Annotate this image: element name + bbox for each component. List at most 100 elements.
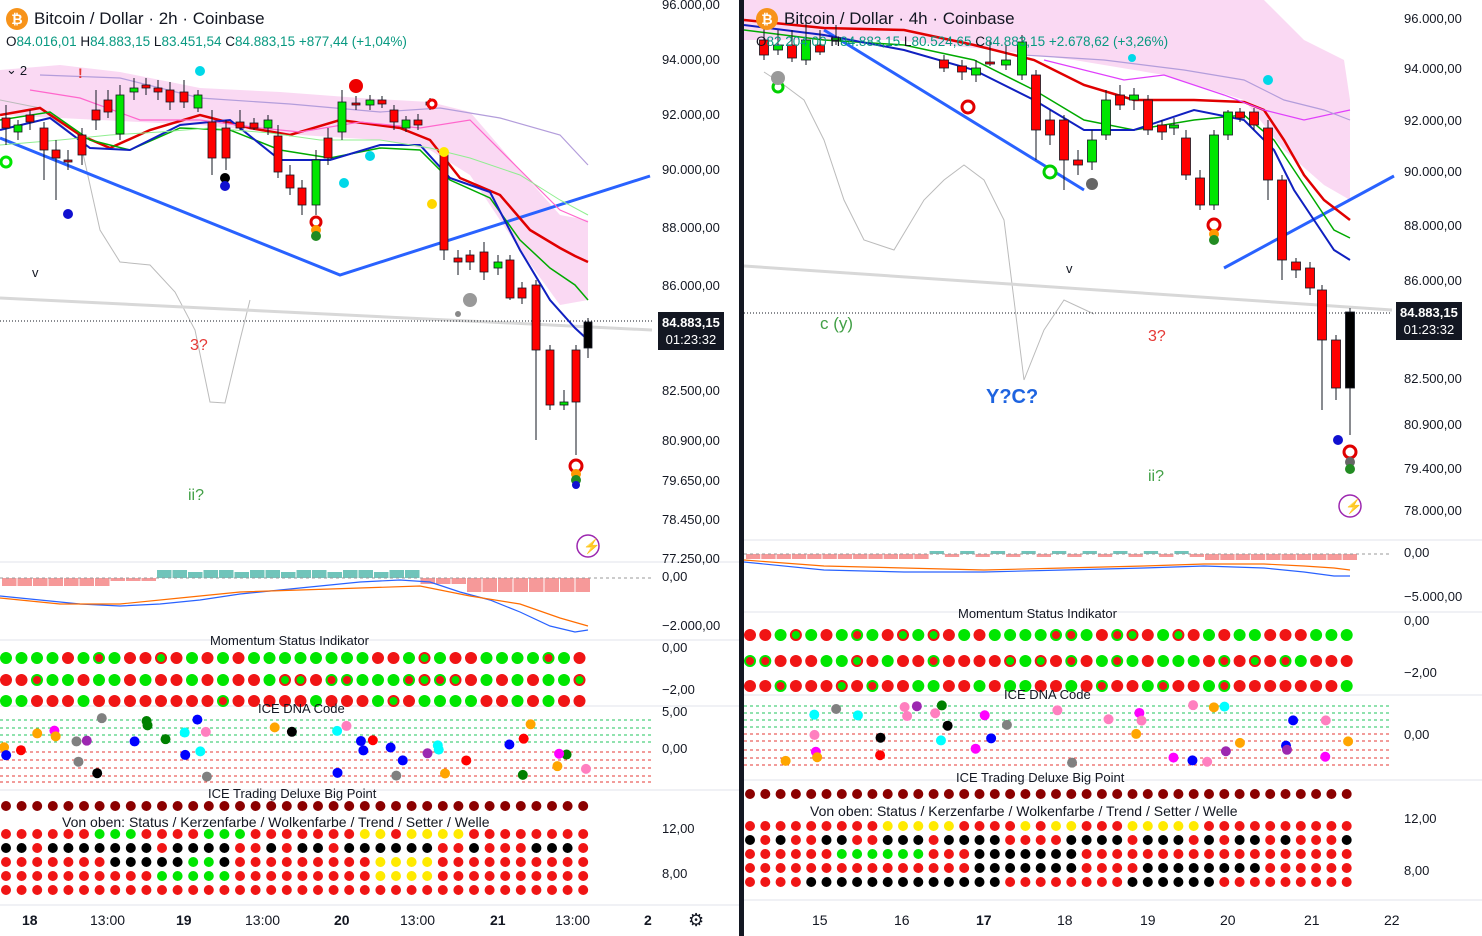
macd-histogram-bar (837, 554, 853, 559)
settings-gear-icon[interactable]: ⚙ (688, 910, 705, 930)
candle-body (51, 149, 61, 159)
momentum-dot (325, 695, 338, 707)
status-grid-dot (406, 843, 417, 853)
status-grid-dot (959, 821, 970, 831)
status-grid-dot (1142, 863, 1153, 873)
price-axis-label: 92.000,00 (1404, 113, 1462, 128)
status-grid-dot (882, 849, 893, 859)
dna-dot (1202, 756, 1213, 767)
candle-body (531, 284, 541, 351)
momentum-dot (1325, 629, 1338, 641)
left-symbol-title[interactable]: Bitcoin / Dollar · 2h · Coinbase (34, 9, 265, 28)
status-grid-dot (1127, 849, 1138, 859)
status-grid-dot (943, 877, 954, 887)
momentum-dot (805, 655, 818, 667)
indicators-toggle[interactable]: ⌄ 2 (6, 62, 27, 78)
bitcoin-icon: ₿ (6, 8, 28, 30)
momentum-dot (1111, 680, 1124, 692)
macd-histogram-bar (1128, 554, 1143, 557)
trendline (0, 136, 651, 277)
momentum-dot (263, 674, 276, 686)
momentum-dot (434, 674, 446, 686)
status-grid-dot (391, 829, 401, 839)
status-grid-dot (1096, 821, 1107, 831)
macd-histogram-bar (172, 570, 187, 578)
macd-histogram-bar (374, 572, 389, 578)
momentum-dot (1248, 629, 1261, 641)
price-axis-label: 78.450,00 (662, 512, 720, 527)
momentum-dot (866, 655, 879, 667)
right-ohlc: O82.204,00 H84.883,15 L80.524,65 C84.883… (756, 34, 1169, 49)
status-grid-dot (1280, 877, 1291, 887)
time-axis-label: 21 (1304, 912, 1320, 928)
bigpoint-dot (1234, 789, 1245, 799)
right-chart-canvas[interactable]: c (y) Y?C? 3? ii? v ⚡ (744, 0, 1482, 936)
status-grid-dot (328, 885, 339, 895)
momentum-dot (279, 695, 291, 707)
momentum-dot (496, 674, 508, 686)
bigpoint-dot (1096, 789, 1107, 799)
status-grid-dot (531, 843, 542, 853)
momentum-dot (108, 695, 121, 707)
status-grid-dot (422, 857, 433, 867)
status-grid-dot (94, 857, 105, 867)
bigpoint-dot (562, 801, 573, 811)
status-grid-dot (1035, 849, 1046, 859)
panel-divider[interactable] (739, 0, 744, 936)
signal-dot (195, 66, 205, 76)
momentum-dot (927, 629, 940, 641)
candle-body (235, 121, 245, 129)
momentum-dot (1157, 680, 1170, 692)
status-grid-dot (235, 829, 245, 839)
momentum-dot (511, 652, 524, 664)
dna-dot (422, 748, 433, 759)
status-grid-dot (745, 821, 755, 831)
right-symbol-title[interactable]: Bitcoin / Dollar · 4h · Coinbase (784, 9, 1015, 28)
bigpoint-dot (1265, 789, 1276, 799)
status-grid-dot (94, 885, 105, 895)
status-grid-dot (203, 829, 214, 839)
candle-body (221, 127, 231, 159)
status-grid-dot (375, 871, 386, 881)
status-grid-dot (1, 871, 11, 881)
momentum-dot (912, 680, 925, 692)
left-chart-panel[interactable]: 3? ii? v! ⚡ ₿ Bitcoin / Dollar · 2h · Coinb… (0, 0, 739, 936)
momentum-dot (93, 652, 105, 664)
momentum-dot (881, 680, 894, 692)
dna-dot (1281, 744, 1292, 755)
dna-dot (0, 742, 10, 753)
status-grid-dot (821, 835, 832, 845)
momentum-dot (866, 680, 879, 692)
status-grid-dot (989, 863, 1000, 873)
time-axis-label: 20 (1220, 912, 1236, 928)
bigpoint-dot (1005, 789, 1016, 799)
status-grid-dot (1173, 849, 1184, 859)
momentum-dot (341, 695, 353, 707)
status-grid-dot (110, 857, 121, 867)
dna-dot (812, 752, 823, 763)
status-grid-dot (1188, 835, 1199, 845)
bigpoint-dot (1035, 789, 1046, 799)
momentum-dot (139, 652, 152, 664)
status-grid-dot (578, 843, 589, 853)
status-grid-dot (500, 871, 511, 881)
status-grid-dot (16, 857, 27, 867)
status-grid-dot (1326, 821, 1337, 831)
status-grid-dot (188, 843, 199, 853)
status-grid-dot (806, 835, 817, 845)
status-grid-dot (110, 829, 121, 839)
dna-dot (71, 736, 82, 747)
status-grid-dot (110, 871, 121, 881)
status-grid-dot (484, 885, 495, 895)
status-grid-dot (989, 821, 1000, 831)
price-axis-label: 80.900,00 (662, 433, 720, 448)
status-grid-dot (1096, 849, 1107, 859)
left-chart-canvas[interactable]: 3? ii? v! ⚡ (0, 0, 739, 936)
bigpoint-dot (821, 789, 832, 799)
status-grid-dot (453, 857, 464, 867)
right-chart-panel[interactable]: c (y) Y?C? 3? ii? v ⚡ ₿ Bitcoin / Dollar · 4h… (744, 0, 1482, 936)
bigpoint-dot (172, 801, 183, 811)
bigpoint-dot (775, 789, 786, 799)
status-grid-dot (1081, 877, 1092, 887)
candle-body (401, 119, 411, 129)
